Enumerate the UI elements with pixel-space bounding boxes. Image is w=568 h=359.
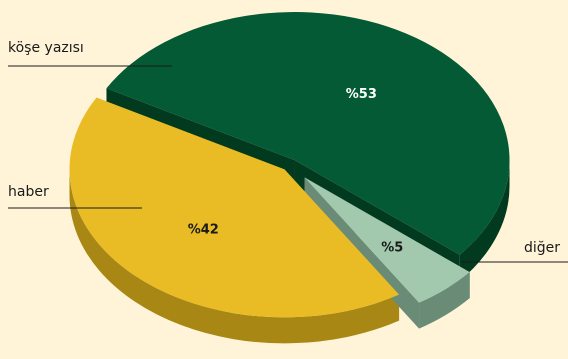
slice-value-label-0: %53 xyxy=(346,87,377,102)
slice-category-label-0: köşe yazısı xyxy=(8,40,84,56)
pie-labels: %53 köşe yazısı %5 diğer %42 haber xyxy=(8,40,568,263)
slice-value-label-2: %42 xyxy=(188,223,219,238)
slice-category-label-1: diğer xyxy=(524,240,560,256)
slice-0 xyxy=(106,12,510,255)
slice-value-label-1: %5 xyxy=(381,240,403,255)
pie-slices xyxy=(69,12,510,344)
slice-2 xyxy=(69,97,400,318)
slice-1 xyxy=(304,177,470,303)
slice-category-label-2: haber xyxy=(8,184,49,200)
